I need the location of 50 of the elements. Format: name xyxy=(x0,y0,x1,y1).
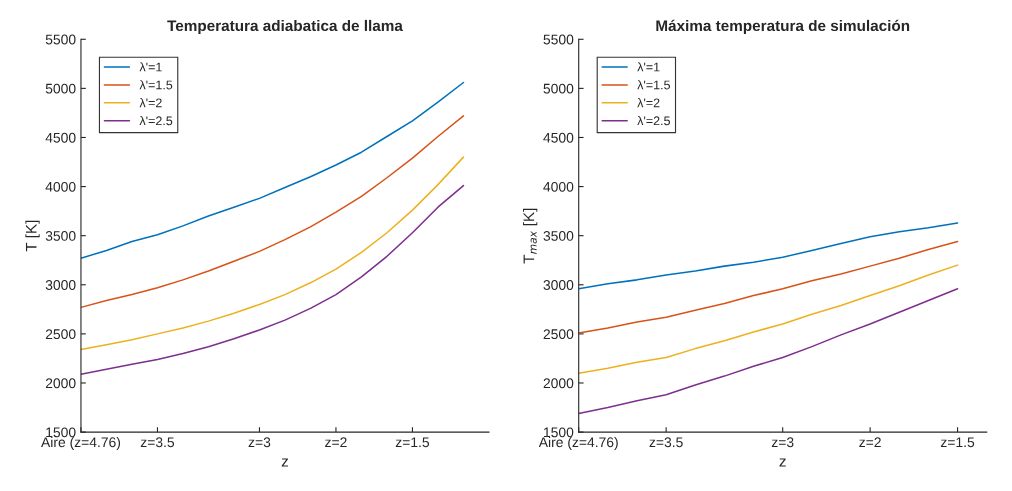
y-tick-label: 4500 xyxy=(45,132,76,143)
legend-label: λ'=1.5 xyxy=(637,80,670,90)
y-axis-title: T$_{max}$ [K] xyxy=(523,208,538,264)
x-tick-label: z=1.5 xyxy=(940,437,975,448)
y-tick-label: 5000 xyxy=(543,83,574,94)
x-tick-label: Aire (z=4.76) xyxy=(41,436,121,450)
legend-label: λ'=1 xyxy=(637,62,660,72)
legend-label: λ'=1 xyxy=(139,62,162,72)
y-tick-label: 5000 xyxy=(45,83,76,94)
y-tick-label: 3000 xyxy=(543,280,574,290)
chart-title: Máxima temperatura de simulación xyxy=(656,19,910,35)
legend-label: λ'=1.5 xyxy=(139,80,173,90)
y-tick-label: 2000 xyxy=(45,378,76,389)
x-tick-label: z=2 xyxy=(859,437,881,448)
line-series xyxy=(80,115,465,309)
y-tick-label: 3500 xyxy=(45,231,76,241)
line-series xyxy=(578,287,959,415)
line-series xyxy=(578,240,959,334)
y-tick-label: 1500 xyxy=(544,427,574,438)
y-tick-label: 1500 xyxy=(46,427,76,438)
legend-label: λ'=2 xyxy=(637,98,660,108)
x-tick-label: z=3.5 xyxy=(140,437,175,448)
x-axis-title: z xyxy=(779,458,786,467)
x-tick-label: z=2 xyxy=(325,437,347,448)
legend-label: λ'=2 xyxy=(139,98,162,108)
y-tick-label: 2500 xyxy=(543,329,574,340)
line-series xyxy=(80,156,465,351)
line-series xyxy=(80,81,465,260)
x-tick-label: z=3 xyxy=(248,437,271,448)
y-tick-label: 4000 xyxy=(543,181,574,192)
y-tick-label: 4000 xyxy=(45,181,76,192)
x-tick-label: z=1.5 xyxy=(395,437,430,448)
y-tick-label: 5500 xyxy=(45,34,76,45)
x-tick-label: z=3.5 xyxy=(649,437,683,448)
y-tick-label: 5500 xyxy=(543,34,574,45)
x-tick-label: Aire (z=4.76) xyxy=(538,436,618,450)
x-axis-title: z xyxy=(281,458,289,467)
line-series xyxy=(80,184,465,375)
y-tick-label: 3500 xyxy=(543,231,574,241)
chart-title: Temperatura adiabatica de llama xyxy=(167,19,403,35)
line-series xyxy=(578,264,959,374)
y-axis-title: T [K] xyxy=(25,220,40,252)
y-tick-label: 2000 xyxy=(543,378,574,389)
y-tick-label: 3000 xyxy=(45,280,76,290)
line-series xyxy=(578,222,959,290)
legend-label: λ'=2.5 xyxy=(637,116,670,126)
y-tick-label: 2500 xyxy=(45,329,76,340)
y-tick-label: 4500 xyxy=(543,132,574,143)
legend-label: λ'=2.5 xyxy=(139,116,173,126)
x-tick-label: z=3 xyxy=(771,437,794,448)
